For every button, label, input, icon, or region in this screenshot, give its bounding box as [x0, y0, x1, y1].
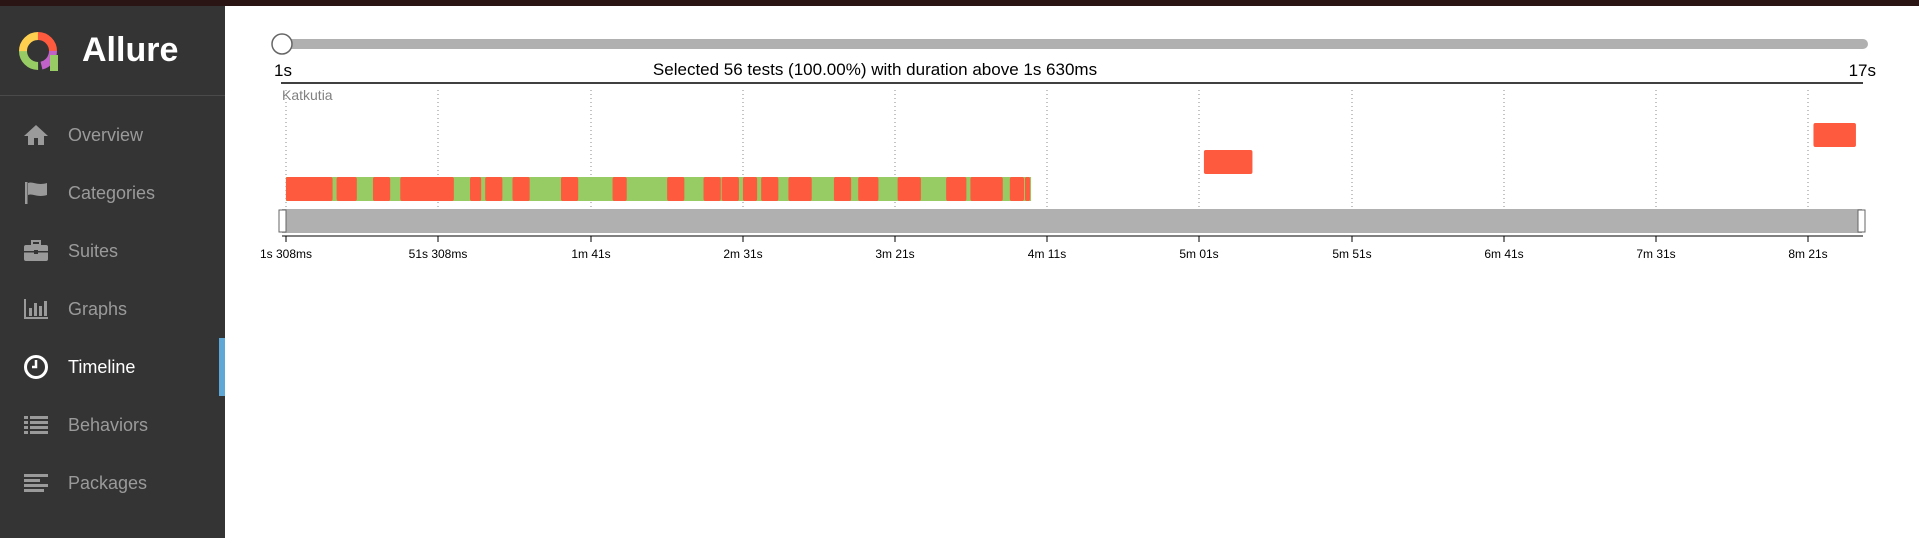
axis-tick-label: 1m 41s: [571, 247, 610, 261]
host-label: Katkutia: [282, 87, 333, 103]
sidebar-item-timeline[interactable]: Timeline: [0, 338, 225, 396]
main-content: 1s Selected 56 tests (100.00%) with dura…: [225, 6, 1919, 538]
sidebar-item-behaviors[interactable]: Behaviors: [0, 396, 225, 454]
axis-tick-label: 7m 31s: [1636, 247, 1675, 261]
window-top-border: [0, 0, 1919, 6]
briefcase-icon: [22, 239, 50, 263]
app-name: Allure: [82, 31, 179, 69]
test-bar-failed[interactable]: [612, 177, 627, 201]
home-icon: [22, 123, 50, 147]
test-bar-failed[interactable]: [561, 177, 579, 201]
test-bar-failed[interactable]: [400, 177, 454, 201]
axis-tick-label: 6m 41s: [1484, 247, 1523, 261]
clock-icon: [22, 355, 50, 379]
sidebar-nav: Overview Categories Suites Graphs Timeli…: [0, 106, 225, 512]
slider-min-label: 1s: [274, 61, 292, 80]
test-bar-failed[interactable]: [1009, 177, 1024, 201]
brand[interactable]: Allure: [0, 6, 225, 96]
slider-max-label: 17s: [1849, 61, 1876, 80]
sidebar-item-label: Suites: [68, 240, 119, 261]
sidebar-item-label: Behaviors: [68, 414, 149, 435]
timeline-bars: [285, 123, 1856, 201]
test-bar-failed[interactable]: [721, 177, 739, 201]
list-icon: [22, 413, 50, 437]
flag-icon: [22, 181, 50, 205]
test-bar-failed[interactable]: [788, 177, 812, 201]
test-bar-failed[interactable]: [970, 177, 1003, 201]
axis-tick-label: 4m 11s: [1028, 247, 1066, 261]
test-bar-failed[interactable]: [470, 177, 482, 201]
test-bar-failed[interactable]: [946, 177, 967, 201]
test-bar-failed[interactable]: [833, 177, 852, 201]
sidebar: Allure Overview Categories Suites Graphs: [0, 6, 225, 538]
test-bar-failed[interactable]: [703, 177, 721, 201]
time-axis: 1s 308ms 51s 308ms 1m 41s 2m 31s 3m 21s 4m 11…: [260, 236, 1828, 261]
test-bar-failed[interactable]: [1024, 177, 1031, 201]
axis-tick-label: 8m 21s: [1788, 247, 1827, 261]
test-bar-failed[interactable]: [742, 177, 758, 201]
axis-tick-label: 5m 01s: [1179, 247, 1218, 261]
sidebar-item-overview[interactable]: Overview: [0, 106, 225, 164]
test-bar-failed[interactable]: [512, 177, 530, 201]
sidebar-item-suites[interactable]: Suites: [0, 222, 225, 280]
brush-handle-left[interactable]: [278, 209, 287, 233]
test-bar-failed[interactable]: [285, 177, 333, 201]
test-bar-failed[interactable]: [761, 177, 779, 201]
bar-chart-icon: [22, 297, 50, 321]
sidebar-item-categories[interactable]: Categories: [0, 164, 225, 222]
test-bar-failed[interactable]: [485, 177, 503, 201]
axis-tick-label: 5m 51s: [1332, 247, 1371, 261]
duration-slider-track[interactable]: [281, 39, 1868, 49]
sidebar-item-packages[interactable]: Packages: [0, 454, 225, 512]
axis-tick-label: 51s 308ms: [409, 247, 468, 261]
axis-tick-label: 2m 31s: [723, 247, 762, 261]
sidebar-item-label: Timeline: [68, 356, 136, 377]
test-bar-failed[interactable]: [667, 177, 685, 201]
test-bar-failed[interactable]: [1203, 150, 1253, 174]
sidebar-item-label: Categories: [68, 182, 156, 203]
allure-logo-icon: [19, 31, 58, 71]
sidebar-item-label: Overview: [68, 124, 144, 145]
brush-area[interactable]: [282, 209, 1862, 233]
test-bar-failed[interactable]: [1813, 123, 1856, 147]
selection-summary: Selected 56 tests (100.00%) with duratio…: [653, 60, 1097, 79]
test-bar-failed[interactable]: [372, 177, 391, 201]
sidebar-item-graphs[interactable]: Graphs: [0, 280, 225, 338]
test-bar-failed[interactable]: [897, 177, 921, 201]
sidebar-item-label: Graphs: [68, 298, 128, 319]
axis-tick-label: 3m 21s: [875, 247, 914, 261]
timeline-chart: 1s Selected 56 tests (100.00%) with dura…: [260, 33, 1876, 261]
test-bar-failed[interactable]: [858, 177, 879, 201]
brush-handle-right[interactable]: [1857, 209, 1866, 233]
align-left-icon: [22, 471, 50, 495]
duration-slider-handle[interactable]: [271, 33, 293, 55]
test-bar-failed[interactable]: [336, 177, 357, 201]
sidebar-item-label: Packages: [68, 472, 148, 493]
axis-tick-label: 1s 308ms: [260, 247, 312, 261]
